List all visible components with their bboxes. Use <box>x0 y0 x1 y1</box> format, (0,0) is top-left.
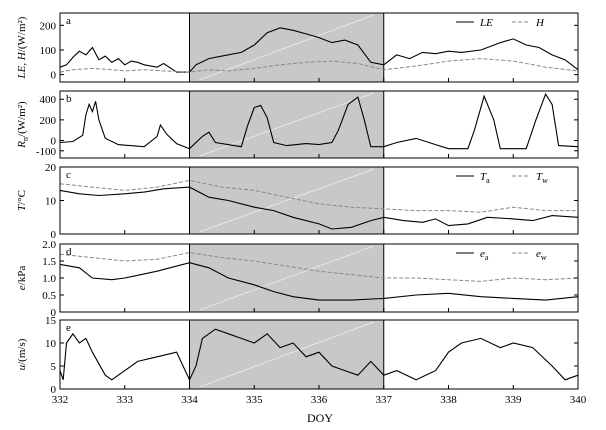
series-line-d-ea <box>59 262 579 301</box>
series-line-c-ta <box>59 186 579 230</box>
y-axis-title: e/kPa <box>16 266 28 291</box>
y-tick-label: 0.5 <box>42 290 56 302</box>
y-axis-title: T/°C <box>16 190 28 211</box>
shade-highlight <box>199 168 374 233</box>
x-tick-label: 337 <box>376 394 393 406</box>
legend-label: ea <box>480 248 489 262</box>
shade-highlight <box>199 321 374 388</box>
panel-d: 0 0.5 1.0 1.5 2.0 d e/kPa ea ew <box>16 239 579 319</box>
series-line-e-0 <box>59 328 579 382</box>
x-tick-label: 336 <box>311 394 328 406</box>
y-tick-label: 100 <box>40 45 57 57</box>
y-tick-label: 2.0 <box>42 239 56 251</box>
y-axis-title: Rn/(W/m²) <box>16 101 30 149</box>
shade-highlight <box>199 245 374 311</box>
y-tick-label: 0 <box>51 135 57 147</box>
panel-letter: e <box>66 322 71 334</box>
x-tick-label: 340 <box>570 394 587 406</box>
legend-label: LE <box>479 17 493 29</box>
x-tick-label: 339 <box>505 394 522 406</box>
legend-label: Ta <box>480 171 490 185</box>
y-tick-label: 0 <box>51 384 57 396</box>
x-tick-label: 332 <box>52 394 69 406</box>
panel-c: 0 10 20 c T/°C Ta Tw <box>16 162 579 241</box>
y-tick-label: 0 <box>51 70 57 82</box>
x-tick-label: 333 <box>117 394 134 406</box>
legend-label: ew <box>536 248 547 262</box>
y-tick-label: 10 <box>45 338 57 350</box>
legend-label: H <box>535 17 545 29</box>
panel-e: 0 5 10 15 e u/(m/s) <box>16 315 579 396</box>
y-tick-label: 10 <box>45 196 57 208</box>
series-line-c-tw <box>59 179 578 213</box>
panel-letter: c <box>66 169 71 181</box>
y-tick-label: 1.5 <box>42 256 56 268</box>
series-line-d-ew <box>59 251 579 282</box>
y-tick-label: 200 <box>40 20 57 32</box>
y-axis-title: LE, H/(W/m²) <box>16 16 28 79</box>
x-tick-label: 335 <box>246 394 263 406</box>
y-tick-label: 200 <box>40 115 57 127</box>
y-tick-label: 1.0 <box>42 273 56 285</box>
y-axis-title: u/(m/s) <box>16 338 28 370</box>
x-tick-label: 338 <box>440 394 457 406</box>
x-axis-label: DOY <box>307 411 333 425</box>
panel-letter: b <box>66 93 72 105</box>
panel-letter: d <box>66 246 72 258</box>
x-axis: 332 333 334 335 336 337 338 339 340 <box>52 394 587 406</box>
y-tick-label: 20 <box>45 162 57 174</box>
y-tick-label: 5 <box>51 361 57 373</box>
panel-a: 0 100 200 a LE, H/(W/m²) LE H <box>16 12 579 83</box>
shade-highlight <box>199 92 374 157</box>
series-line-b-0 <box>59 92 579 150</box>
series-line-a-le <box>59 27 579 73</box>
y-tick-label: 0 <box>51 307 57 319</box>
panel-letter: a <box>66 15 71 27</box>
shade-highlight <box>199 14 374 81</box>
y-tick-label: -100 <box>36 146 57 158</box>
y-tick-label: 400 <box>40 94 57 106</box>
y-tick-label: 0 <box>51 229 57 241</box>
x-tick-label: 334 <box>181 394 198 406</box>
legend-label: Tw <box>536 171 548 185</box>
y-tick-label: 15 <box>45 315 57 327</box>
